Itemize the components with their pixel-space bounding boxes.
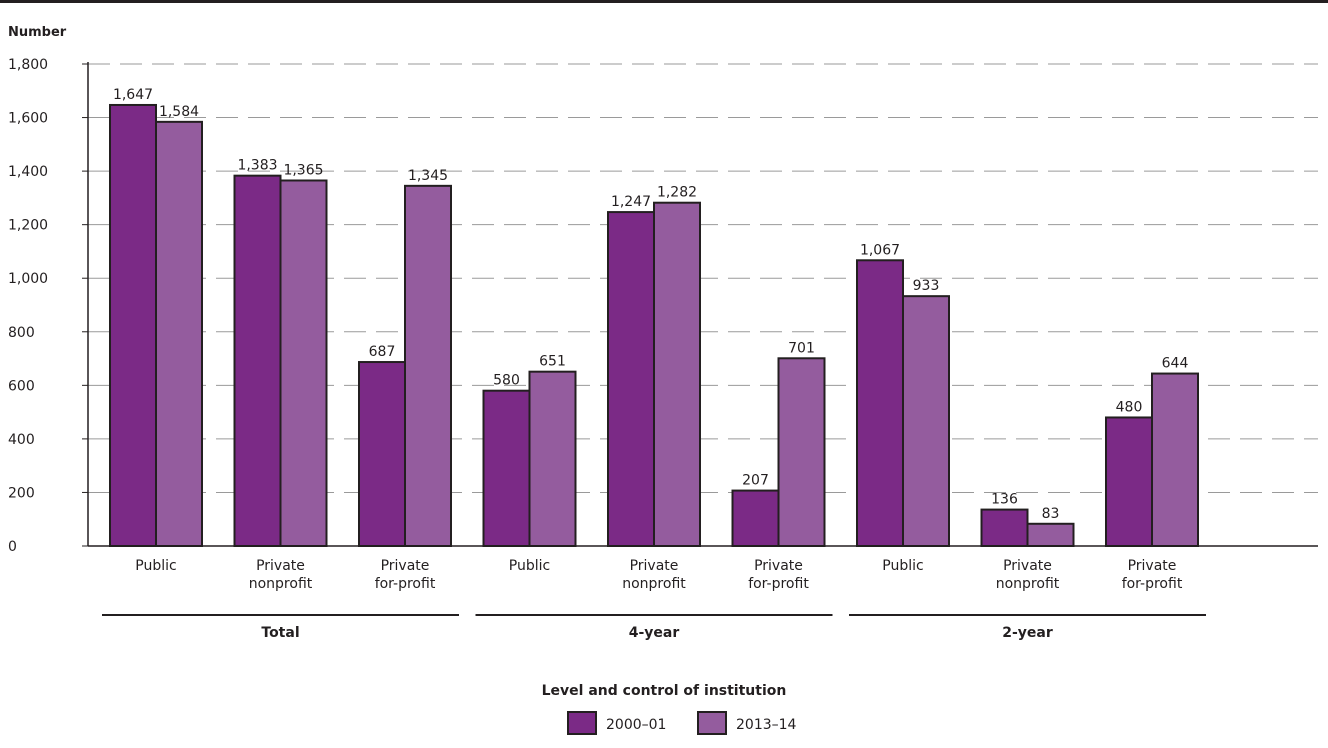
x-category-label: Public xyxy=(509,558,550,574)
x-group-label: 4-year xyxy=(629,625,680,641)
data-label: 1,067 xyxy=(860,242,900,258)
data-label: 933 xyxy=(913,278,940,294)
x-category-label: nonprofit xyxy=(996,576,1060,592)
bar xyxy=(155,120,203,547)
bar xyxy=(482,389,531,548)
x-category-label: Public xyxy=(882,558,923,574)
bar xyxy=(856,259,904,547)
data-label: 1,345 xyxy=(408,168,448,184)
data-label: 1,647 xyxy=(113,87,153,103)
bar xyxy=(358,361,406,547)
data-label: 644 xyxy=(1162,356,1189,372)
data-label: 1,247 xyxy=(611,194,651,210)
bar xyxy=(980,508,1029,547)
y-tick-label: 0 xyxy=(8,539,17,555)
y-tick-label: 1,600 xyxy=(8,111,48,127)
bar xyxy=(404,184,452,547)
y-tick-label: 1,800 xyxy=(8,57,48,73)
data-label: 207 xyxy=(742,473,769,489)
x-group-label: 2-year xyxy=(1002,625,1053,641)
data-label: 83 xyxy=(1042,506,1060,522)
x-category-label: nonprofit xyxy=(249,576,313,592)
bar xyxy=(653,201,701,547)
bar xyxy=(279,179,328,547)
x-category-label: Private xyxy=(381,558,430,574)
y-tick-label: 1,200 xyxy=(8,218,48,234)
y-tick-label: 600 xyxy=(8,378,35,394)
data-label: 1,383 xyxy=(237,158,277,174)
data-label: 701 xyxy=(788,340,815,356)
y-axis-title: Number xyxy=(8,25,67,40)
y-tick-label: 800 xyxy=(8,325,35,341)
y-tick-label: 1,000 xyxy=(8,271,48,287)
data-label: 1,282 xyxy=(657,185,697,201)
data-label: 1,365 xyxy=(283,162,323,178)
legend-swatch xyxy=(697,711,727,735)
legend-label: 2013–14 xyxy=(736,717,797,733)
x-category-label: for-profit xyxy=(748,576,809,592)
x-category-label: Public xyxy=(135,558,176,574)
bar xyxy=(528,370,577,547)
x-category-label: for-profit xyxy=(375,576,436,592)
x-axis-title: Level and control of institution xyxy=(542,683,787,699)
bar xyxy=(731,489,780,548)
data-label: 651 xyxy=(539,354,566,370)
bar xyxy=(1026,522,1075,547)
bar xyxy=(233,174,282,547)
x-category-label: Private xyxy=(256,558,305,574)
bar xyxy=(109,103,157,547)
data-label: 687 xyxy=(369,344,396,360)
y-tick-label: 400 xyxy=(8,432,35,448)
x-category-label: for-profit xyxy=(1122,576,1183,592)
x-category-label: nonprofit xyxy=(622,576,686,592)
x-category-label: Private xyxy=(754,558,803,574)
x-group-label: Total xyxy=(261,625,299,641)
data-label: 480 xyxy=(1116,399,1143,415)
data-label: 580 xyxy=(493,373,520,389)
y-tick-label: 1,400 xyxy=(8,164,48,180)
bar xyxy=(1151,372,1199,547)
legend-swatch xyxy=(567,711,597,735)
legend-label: 2000–01 xyxy=(606,717,666,733)
bar xyxy=(1105,416,1153,548)
data-label: 136 xyxy=(991,492,1018,508)
bar xyxy=(777,357,826,547)
bar xyxy=(607,211,655,547)
x-category-label: Private xyxy=(630,558,679,574)
bar xyxy=(902,295,950,547)
x-category-label: Private xyxy=(1003,558,1052,574)
y-tick-label: 200 xyxy=(8,485,35,501)
data-label: 1,584 xyxy=(159,104,199,120)
x-category-label: Private xyxy=(1128,558,1177,574)
top-rule xyxy=(0,0,1328,3)
